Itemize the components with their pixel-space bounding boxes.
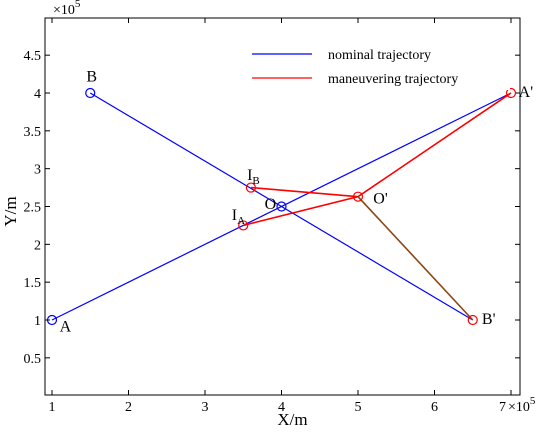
y-tick-label: 0.5 xyxy=(24,352,42,367)
x-tick-label: 5 xyxy=(355,400,362,415)
point-marker xyxy=(245,182,256,193)
series-layer xyxy=(51,92,512,321)
x-tick-label: 4 xyxy=(278,400,285,415)
y-tick-label: 4.5 xyxy=(24,49,42,64)
point-marker xyxy=(238,220,249,231)
y-tick-label: 2.5 xyxy=(24,201,42,216)
maneuvering-trajectory-line xyxy=(250,186,359,198)
point-label: B xyxy=(86,69,97,86)
legend-label-maneuvering: maneuvering trajectory xyxy=(328,72,458,87)
point-marker xyxy=(505,87,517,99)
point-label: A xyxy=(60,318,72,335)
y-tick-label: 2 xyxy=(34,238,41,253)
x-axis-label: X/m xyxy=(277,410,307,429)
legend-box xyxy=(245,38,510,90)
x-tick-label: 6 xyxy=(431,400,438,415)
point-label: B' xyxy=(482,311,496,328)
legend: nominal trajectory maneuvering trajector… xyxy=(245,38,510,90)
point-label: IA xyxy=(232,207,245,227)
point-marker xyxy=(352,191,364,202)
point-marker xyxy=(276,201,287,212)
nominal-trajectory-line xyxy=(89,92,474,321)
point-label: O' xyxy=(373,190,388,207)
y-tick-label: 3 xyxy=(34,163,41,178)
legend-label-nominal: nominal trajectory xyxy=(328,48,431,63)
y-tick-label: 1 xyxy=(34,314,41,329)
x-tick-label: 3 xyxy=(202,400,209,415)
marker-layer xyxy=(46,87,517,326)
x-tick-label: 7 xyxy=(499,400,506,415)
y-tick-label: 3.5 xyxy=(24,125,42,140)
maneuvering-trajectory-line xyxy=(357,196,474,321)
x-tick-label: 1 xyxy=(49,400,56,415)
point-marker xyxy=(467,314,478,326)
point-marker xyxy=(85,87,96,99)
x-tick-label: 2 xyxy=(125,400,132,415)
x-axis-ticks: 1 2 3 4 5 6 7 xyxy=(49,18,512,415)
point-marker xyxy=(46,314,58,326)
y-axis-label: Y/m xyxy=(1,196,20,226)
y-tick-label: 1.5 xyxy=(24,276,42,291)
y-axis-ticks: 0.5 1 1.5 2 2.5 3 3.5 4 4.5 xyxy=(24,49,520,367)
point-label: A' xyxy=(519,84,534,101)
y-tick-label: 4 xyxy=(34,87,41,102)
point-label: O xyxy=(265,196,277,213)
point-label: IB xyxy=(247,167,260,187)
x-axis-exponent: ×105 xyxy=(508,395,536,415)
y-axis-exponent: ×105 xyxy=(53,0,81,18)
